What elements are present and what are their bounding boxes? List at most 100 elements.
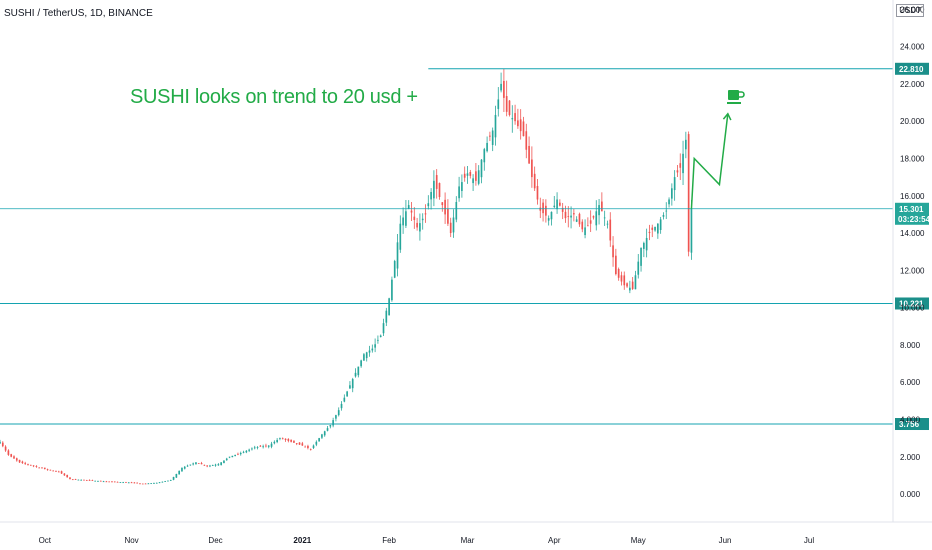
x-tick-label: Jul xyxy=(804,536,814,545)
candle xyxy=(494,105,497,146)
candle xyxy=(536,179,539,205)
candle xyxy=(153,482,155,484)
candle xyxy=(539,197,542,219)
candle xyxy=(228,456,231,459)
candle xyxy=(105,480,108,483)
candle xyxy=(167,480,169,482)
candle xyxy=(329,424,332,429)
candle xyxy=(237,452,239,456)
candle xyxy=(584,219,586,239)
candle xyxy=(161,481,164,483)
time-axis[interactable]: Oct Nov Dec 2021 Feb Mar Apr May Jun Jul xyxy=(0,521,932,545)
candle xyxy=(550,211,553,226)
y-tick-label: 20.000 xyxy=(900,117,925,126)
candle xyxy=(301,441,304,446)
candle xyxy=(49,469,52,471)
candle xyxy=(256,446,259,450)
candle xyxy=(318,437,320,442)
candle xyxy=(623,271,626,290)
level-support: 10.221 xyxy=(0,297,929,310)
candle xyxy=(595,200,598,231)
candle xyxy=(396,233,399,277)
x-tick-label: Nov xyxy=(124,536,138,545)
candle xyxy=(483,147,486,171)
candle xyxy=(424,204,427,223)
candle xyxy=(111,481,113,483)
candle xyxy=(164,480,167,482)
candle xyxy=(391,276,393,302)
candle xyxy=(83,479,85,481)
candle xyxy=(55,470,57,472)
candle xyxy=(665,202,668,220)
candle xyxy=(553,196,556,209)
candle xyxy=(321,433,323,440)
candle xyxy=(626,282,628,288)
candle xyxy=(360,359,362,368)
candle xyxy=(603,210,606,226)
candle xyxy=(592,215,595,220)
price-axis[interactable]: 0.000 2.000 4.000 6.000 8.000 10.000 12.000 14.… xyxy=(892,0,925,522)
candle xyxy=(564,205,567,223)
candle xyxy=(388,297,390,316)
candle xyxy=(113,481,116,483)
candle xyxy=(15,457,18,462)
candle xyxy=(60,470,63,475)
currency-unit-badge[interactable]: USDT xyxy=(896,4,924,17)
candle xyxy=(181,467,183,472)
candle xyxy=(80,479,83,481)
candle xyxy=(335,414,337,422)
candle xyxy=(136,482,139,484)
candle xyxy=(503,68,505,112)
y-tick-label: 6.000 xyxy=(900,378,921,387)
candle xyxy=(475,162,477,186)
candle xyxy=(668,197,670,208)
candle xyxy=(315,440,318,447)
y-tick-label: 2.000 xyxy=(900,453,921,462)
y-tick-label: 14.000 xyxy=(900,229,925,238)
candle xyxy=(57,470,60,473)
y-tick-label: 18.000 xyxy=(900,154,925,163)
price-label: 10.221 xyxy=(899,299,924,308)
candle xyxy=(393,259,396,279)
candle xyxy=(679,153,682,181)
candle xyxy=(147,483,150,485)
y-tick-label: 12.000 xyxy=(900,266,925,275)
candle xyxy=(545,199,547,223)
candle xyxy=(368,345,371,357)
candle xyxy=(290,439,292,443)
candle xyxy=(63,473,66,476)
candle xyxy=(533,166,536,191)
candle xyxy=(421,213,424,230)
candle xyxy=(433,170,435,207)
y-tick-label: 0.000 xyxy=(900,490,921,499)
candle xyxy=(214,463,217,467)
chart-annotation-text: SUSHI looks on trend to 20 usd + xyxy=(130,86,418,108)
candle xyxy=(265,443,267,448)
countdown-label: 03:23:54 xyxy=(898,215,931,224)
candle xyxy=(217,463,220,466)
candle xyxy=(259,445,262,447)
candle xyxy=(346,390,348,397)
candle xyxy=(122,481,125,484)
candle xyxy=(24,461,27,465)
candle xyxy=(21,460,24,464)
candle xyxy=(514,104,516,125)
x-tick-label: Jun xyxy=(719,536,732,545)
candle xyxy=(505,80,508,117)
price-label-bg xyxy=(895,62,929,75)
candle xyxy=(298,442,301,446)
candle xyxy=(169,479,172,481)
candle xyxy=(307,444,309,450)
candle xyxy=(508,100,511,117)
candle xyxy=(10,453,13,458)
candle xyxy=(29,464,32,466)
candle xyxy=(253,445,256,450)
candle xyxy=(284,438,287,442)
candle xyxy=(200,461,203,465)
candle xyxy=(69,477,71,480)
candle xyxy=(144,483,147,485)
candle xyxy=(486,136,488,153)
candle xyxy=(662,212,665,220)
